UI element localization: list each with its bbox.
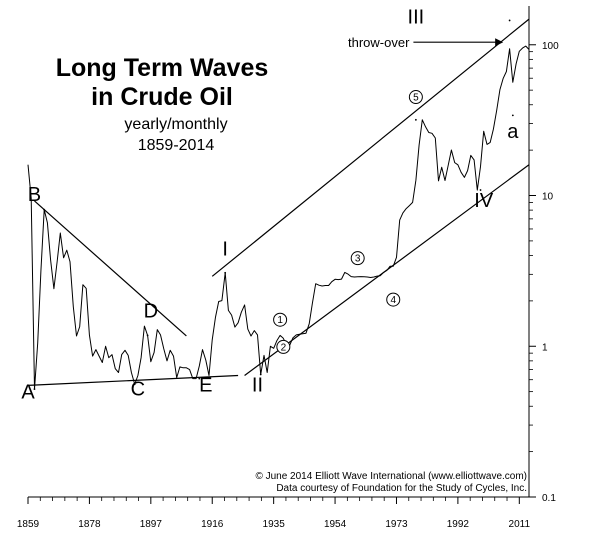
series-line: [27, 45, 530, 390]
wave-label: I: [222, 239, 228, 261]
series-point: [43, 208, 46, 211]
y-tick-label: 100: [542, 41, 559, 52]
credit-line-2: Data courtesy of Foundation for the Stud…: [276, 483, 527, 494]
wave-label: a: [507, 121, 519, 143]
trendline: [34, 200, 187, 337]
annotation-throw-over: throw-over: [348, 35, 410, 50]
wave-label: C: [131, 379, 145, 401]
y-tick-label: 1: [542, 342, 548, 353]
wave-label: b: [517, 0, 528, 4]
series-point: [133, 383, 136, 386]
series-point: [511, 114, 514, 117]
circled-wave-marker: [276, 339, 291, 354]
wave-label: II: [252, 375, 263, 397]
circled-wave-marker: [386, 292, 401, 307]
chart-subtitle-line-1: yearly/monthly: [124, 116, 227, 133]
chart-title-line-2: in Crude Oil: [91, 83, 233, 111]
x-tick-label: 1859: [17, 519, 40, 530]
circled-wave-label: 5: [413, 93, 419, 104]
circled-wave-marker: [350, 251, 365, 266]
wave-label: A: [21, 382, 35, 404]
circled-wave-label: 4: [390, 295, 396, 306]
x-tick-label: 1878: [78, 519, 101, 530]
trendline: [27, 374, 239, 386]
trendline: [211, 18, 530, 277]
series-point: [414, 118, 417, 121]
x-tick-label: 1935: [263, 519, 286, 530]
series-point: [479, 189, 482, 191]
wave-label: E: [199, 375, 212, 397]
circled-wave-label: 3: [355, 254, 361, 265]
credit-line-1: © June 2014 Elliott Wave International (…: [255, 471, 527, 482]
wave-label: IV: [474, 190, 494, 212]
circled-wave-marker: [273, 312, 288, 327]
annotation-arrow-head: [495, 38, 504, 47]
x-tick-label: 2011: [509, 519, 531, 530]
y-tick-label: 0.1: [542, 493, 556, 504]
circled-wave-label: 2: [281, 342, 287, 353]
x-tick-label: 1973: [385, 519, 408, 530]
x-tick-label: 1897: [140, 519, 163, 530]
circled-wave-label: 1: [277, 315, 283, 326]
x-tick-label: 1954: [324, 519, 347, 530]
chart-subtitle-line-2: 1859-2014: [138, 137, 215, 154]
series-point: [259, 373, 262, 376]
series-point: [146, 334, 149, 337]
series-point: [198, 377, 201, 380]
series-point: [224, 271, 227, 274]
x-tick-label: 1916: [201, 519, 224, 530]
wave-label: III: [408, 7, 425, 29]
circled-wave-marker: [408, 90, 423, 105]
y-tick-label: 10: [542, 192, 554, 203]
x-tick-label: 1992: [447, 519, 470, 530]
wave-label: D: [144, 301, 158, 323]
series-point: [508, 19, 511, 22]
wave-label: B: [28, 184, 41, 206]
series-point: [33, 388, 36, 390]
chart-title-line-1: Long Term Waves: [56, 54, 269, 82]
